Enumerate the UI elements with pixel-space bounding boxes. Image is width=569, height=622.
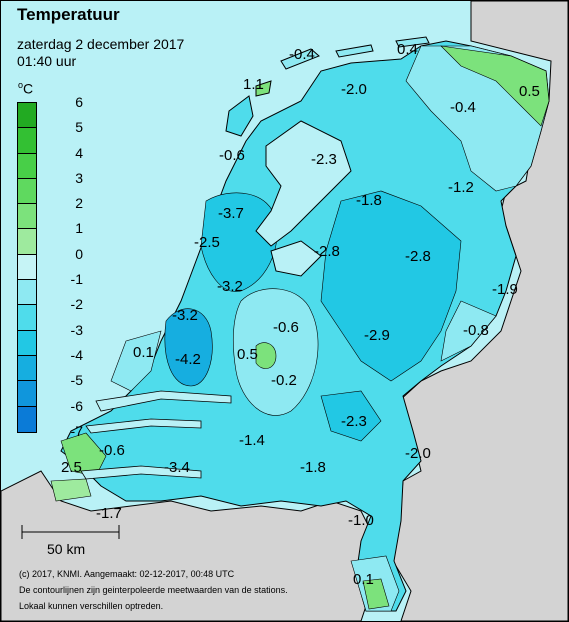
station-value: -1.7 [96, 505, 122, 522]
delta-water-3 [80, 465, 202, 480]
zone-cold-south [320, 390, 382, 442]
station-value: 1.1 [243, 76, 264, 93]
station-value: -2.0 [405, 445, 431, 462]
delta-water-1 [95, 390, 232, 412]
footer: (c) 2017, KNMI. Aangemaakt: 02-12-2017, … [19, 566, 288, 614]
station-value: 0.4 [397, 41, 418, 58]
map-date: zaterdag 2 december 2017 [17, 36, 185, 52]
legend-label: -7 [70, 422, 83, 439]
delta-water-2 [85, 418, 202, 434]
footer-copyright: (c) 2017, KNMI. Aangemaakt: 02-12-2017, … [19, 569, 235, 579]
zone-green-sw [60, 432, 107, 477]
legend-label: -1 [70, 271, 83, 288]
zone-cold-west [200, 192, 278, 292]
legend-swatch [18, 355, 36, 382]
station-value: -2.3 [341, 413, 367, 430]
station-value: -3.4 [164, 459, 190, 476]
legend-swatch [18, 204, 36, 230]
station-value: -3.2 [217, 278, 243, 295]
station-value: -1.8 [356, 192, 382, 209]
map-title: Temperatuur [17, 5, 120, 24]
zone-green-ne [440, 45, 550, 127]
station-value: -0.6 [99, 442, 125, 459]
legend-label: -4 [70, 346, 83, 363]
map-time: 01:40 uur [17, 53, 77, 69]
station-value: -0.4 [289, 46, 315, 63]
legend-label: 3 [75, 169, 83, 186]
island-terschelling [280, 48, 320, 70]
legend-swatch [18, 103, 36, 129]
legend-swatch [18, 280, 36, 306]
legend-label: -3 [70, 321, 83, 338]
legend-swatch [18, 254, 36, 281]
legend-label: 6 [75, 94, 83, 110]
station-value: -1.4 [239, 432, 265, 449]
station-value: -0.8 [463, 322, 489, 339]
footer-note: De contourlijnen zijn geinterpoleerde me… [19, 585, 288, 595]
station-value: -2.8 [314, 243, 340, 260]
zone-light-east [440, 300, 497, 362]
station-value: -0.2 [271, 372, 297, 389]
station-value: -2.8 [405, 248, 431, 265]
legend-label: 1 [75, 220, 83, 237]
legend-label: 4 [75, 144, 83, 161]
legend-swatch [18, 305, 36, 331]
station-value: 0.1 [133, 344, 154, 361]
legend-swatch [18, 128, 36, 154]
legend-color-bar [17, 102, 37, 433]
scale-bar [21, 525, 120, 539]
station-value: -1.8 [300, 459, 326, 476]
station-value: -2.5 [194, 234, 220, 251]
station-value: -0.6 [273, 319, 299, 336]
zone-light-west [110, 330, 162, 392]
station-value: 0.5 [237, 346, 258, 363]
zone-cold-center [320, 190, 462, 382]
island-vlieland [255, 80, 272, 97]
legend-label: -2 [70, 296, 83, 313]
station-value: -3.2 [172, 307, 198, 324]
legend-unit: oC [18, 80, 34, 97]
island-schiermonnikoog [395, 36, 430, 48]
station-value: -2.9 [364, 327, 390, 344]
zone-green-sw2 [50, 478, 92, 502]
legend-label: -5 [70, 372, 83, 389]
station-value: -1.9 [492, 281, 518, 298]
station-value: 0.5 [519, 83, 540, 100]
zone-green-center [255, 342, 277, 369]
station-value: -0.4 [450, 99, 476, 116]
zone-green-south [362, 578, 390, 610]
station-value: -1.2 [448, 179, 474, 196]
legend-label: 5 [75, 119, 83, 136]
station-value: -1.0 [348, 512, 374, 529]
island-ameland [335, 44, 374, 58]
station-value: -2.0 [341, 81, 367, 98]
legend-label: -6 [70, 397, 83, 414]
legend-swatch [18, 153, 36, 179]
zone-cold-sw [164, 308, 213, 387]
station-value: 2.5 [61, 459, 82, 476]
legend-swatch [18, 229, 36, 255]
legend-label: 0 [75, 245, 83, 262]
map-subtitle: zaterdag 2 december 2017 01:40 uur [17, 36, 184, 70]
footer-disclaimer: Lokaal kunnen verschillen optreden. [19, 601, 164, 611]
station-value: -4.2 [175, 351, 201, 368]
legend-swatch [18, 330, 36, 356]
legend-labels: 6 5 4 3 2 1 0 -1 -2 -3 -4 -5 -6 -7 [53, 94, 83, 448]
scale-label: 50 km [47, 541, 86, 557]
island-texel [225, 95, 254, 137]
ijsselmeer [255, 120, 352, 247]
markermeer [270, 240, 322, 277]
legend-swatch [18, 406, 36, 432]
legend-label: 2 [75, 195, 83, 212]
station-value: 0.1 [353, 571, 374, 588]
legend-swatch [18, 381, 36, 407]
station-value: -2.3 [311, 151, 337, 168]
station-value: -3.7 [218, 205, 244, 222]
station-value: -0.6 [219, 147, 245, 164]
legend-swatch [18, 178, 36, 205]
